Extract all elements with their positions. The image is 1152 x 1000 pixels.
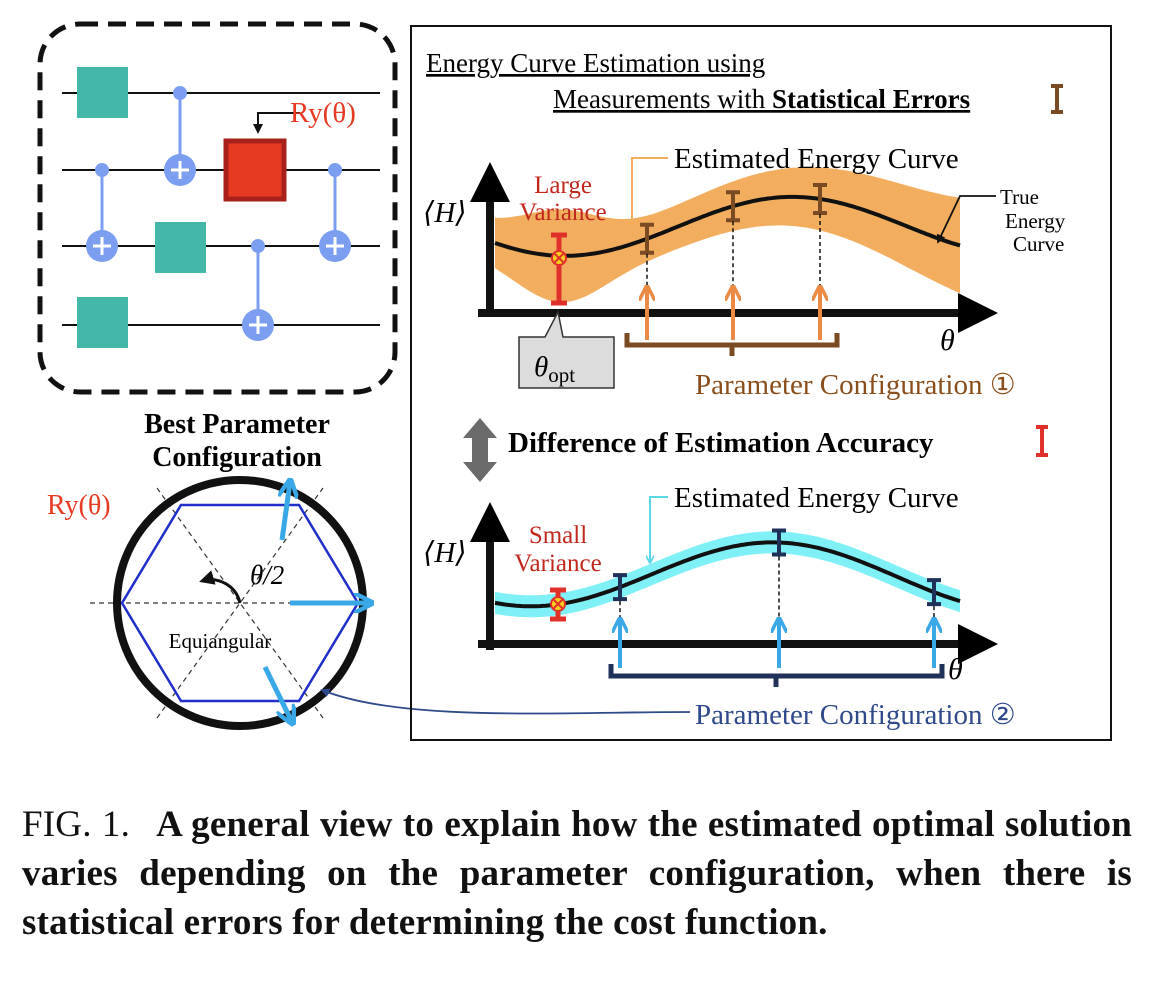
error-bar xyxy=(640,222,654,255)
red-error-bar-icon xyxy=(1036,425,1048,457)
plot2-xlabel: θ xyxy=(948,653,963,686)
true-curve-pointer xyxy=(937,195,996,244)
theta-opt-callout: θopt xyxy=(518,309,615,389)
svg-text:θopt: θopt xyxy=(534,351,575,387)
panel-title-line2: Measurements with Statistical Errors xyxy=(553,84,970,114)
estimated-curve-label-1: Estimated Energy Curve xyxy=(674,143,959,175)
estimated-band-cyan xyxy=(495,531,960,618)
figure-panel: Ry(θ) Best Parameter Configuration Ry(θ)… xyxy=(37,21,1112,741)
config-arrow xyxy=(262,665,292,722)
teal-gate xyxy=(77,297,128,348)
estimated-band-orange xyxy=(495,167,960,303)
best-config-ry-label: Ry(θ) xyxy=(47,490,111,521)
large-variance-line1: Large xyxy=(534,172,592,199)
config-arrow xyxy=(282,482,290,541)
best-config-diagram: Best Parameter Configuration Ry(θ) θ/2 E… xyxy=(47,409,691,730)
caption-label: FIG. 1. xyxy=(22,804,131,845)
measurement-error-bars-2 xyxy=(613,528,941,607)
true-energy-curve xyxy=(494,194,961,258)
best-config-title-line1: Best Parameter xyxy=(144,409,330,440)
cnot-control-dot xyxy=(251,239,265,253)
error-bar-legend-icon xyxy=(1051,84,1063,114)
config-bracket-2 xyxy=(608,664,945,687)
quantum-circuit: Ry(θ) xyxy=(37,21,398,395)
large-error-bar xyxy=(551,232,567,306)
small-variance-line2: Variance xyxy=(514,550,601,577)
difference-label: Difference of Estimation Accuracy xyxy=(508,427,934,459)
plot-1: ⟨H⟩ θ Large Variance Estimated Energy Cu… xyxy=(423,143,1066,401)
double-arrow-icon xyxy=(463,418,497,482)
estimated-curve-pointer-1 xyxy=(632,157,668,228)
error-bar xyxy=(813,182,827,215)
estimated-curve-pointer-2 xyxy=(650,496,668,562)
angle-arc xyxy=(199,570,242,604)
cnot-control-dot xyxy=(328,163,342,177)
config-bracket-1 xyxy=(624,333,840,356)
difference-indicator: Difference of Estimation Accuracy xyxy=(463,418,1048,482)
error-bar xyxy=(772,528,786,557)
panel-title-line1: Energy Curve Estimation using xyxy=(426,48,765,78)
caption-text: A general view to explain how the estima… xyxy=(22,804,1132,943)
small-error-bar xyxy=(550,587,566,622)
config-label-2: Parameter Configuration ② xyxy=(695,699,1016,731)
large-variance-line2: Variance xyxy=(519,199,606,226)
panel-border xyxy=(410,25,1112,741)
teal-gate xyxy=(155,222,206,273)
true-curve-line3: Curve xyxy=(1013,232,1064,256)
best-config-title-line2: Configuration xyxy=(152,442,322,473)
plot1-xlabel: θ xyxy=(940,324,955,357)
estimation-panel: Energy Curve Estimation using Measuremen… xyxy=(410,25,1112,741)
measurement-error-bars xyxy=(640,182,827,255)
ry-gate xyxy=(223,138,287,202)
equiangular-label: Equiangular xyxy=(169,629,272,653)
plot1-ylabel: ⟨H⟩ xyxy=(423,197,467,229)
estimated-curve-label-2: Estimated Energy Curve xyxy=(674,482,959,514)
circuit-dashed-border xyxy=(37,21,398,395)
equiangular-hexagon xyxy=(120,503,360,703)
cnot-control-dot xyxy=(173,86,187,100)
error-bar xyxy=(613,573,627,602)
teal-gate xyxy=(77,67,128,118)
small-variance-line1: Small xyxy=(529,522,587,549)
cnot-control-dot xyxy=(95,163,109,177)
config-label-1: Parameter Configuration ① xyxy=(695,369,1016,401)
angle-label: θ/2 xyxy=(250,560,284,590)
figure-caption: FIG. 1. A general view to explain how the… xyxy=(22,800,1132,947)
plot2-ylabel: ⟨H⟩ xyxy=(423,537,467,569)
true-curve-line2: Energy xyxy=(1005,209,1066,233)
error-bar xyxy=(927,578,941,607)
ry-gate-pointer xyxy=(253,112,300,134)
error-bar xyxy=(726,190,740,223)
true-energy-curve-2 xyxy=(494,540,961,609)
link-arrow xyxy=(320,688,691,715)
ry-gate-label: Ry(θ) xyxy=(290,97,356,129)
true-curve-line1: True xyxy=(1000,185,1039,209)
plot-2: ⟨H⟩ θ Small Variance Estimated Energy Cu… xyxy=(423,482,1016,731)
